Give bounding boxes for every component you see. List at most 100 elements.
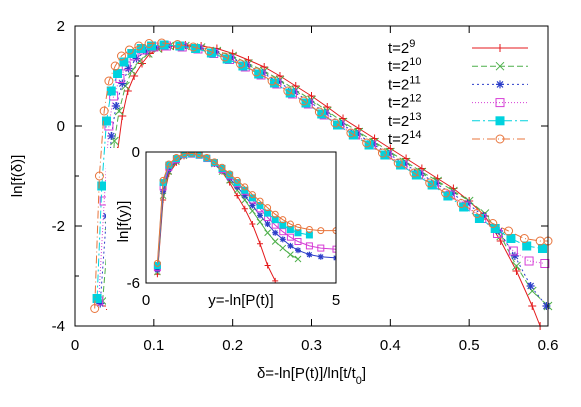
main-data-point — [393, 158, 403, 168]
inset-data-point — [279, 216, 287, 224]
main-data-point — [111, 102, 120, 110]
inset-data-point — [159, 176, 167, 184]
inset-data-point — [287, 242, 294, 249]
main-y-tick-label: 2 — [57, 18, 65, 35]
main-series-layer — [90, 38, 553, 330]
main-data-point — [96, 299, 105, 308]
main-data-point — [206, 48, 216, 58]
main-data-point — [222, 54, 232, 64]
main-data-point — [474, 214, 484, 223]
main-data-point — [299, 96, 309, 106]
legend-marker — [496, 44, 504, 52]
legend-entry-11: t=211 — [388, 74, 528, 93]
inset-data-point — [248, 191, 256, 199]
main-data-point — [104, 76, 114, 86]
inset-data-point — [203, 153, 211, 161]
main-data-point — [506, 234, 516, 243]
inset-data-point — [279, 221, 287, 229]
main-x-axis-title-subscript: 0 — [356, 375, 362, 387]
main-data-point — [92, 294, 102, 303]
main-data-point — [124, 64, 133, 73]
main-x-tick-label: 0.5 — [459, 337, 480, 354]
main-data-point — [132, 54, 141, 63]
inset-data-point — [286, 233, 294, 241]
main-data-point — [90, 304, 100, 313]
main-data-point — [136, 44, 146, 53]
legend-marker — [496, 80, 504, 89]
inset-data-point — [272, 229, 279, 236]
main-data-point — [504, 226, 514, 236]
inset-y-tick-label: -6 — [127, 275, 140, 292]
main-x-axis-title-prefix: δ=-ln[P(t)]/ln[t/t — [257, 365, 357, 382]
main-data-point — [526, 282, 535, 290]
inset-axis-ticks: 0 5-60 — [127, 144, 341, 309]
main-series-line — [106, 44, 541, 327]
main-data-point — [522, 241, 532, 251]
inset-data-point — [306, 251, 313, 258]
main-x-tick-label: 0.4 — [380, 337, 401, 354]
main-x-tick-label: 0 — [71, 337, 79, 354]
main-data-point — [362, 138, 372, 148]
main-data-point — [144, 39, 154, 48]
main-data-point — [283, 86, 293, 96]
inset-data-point — [256, 201, 264, 209]
legend-label-base: t=2 — [388, 58, 409, 75]
main-x-tick-label: 0.6 — [538, 337, 559, 354]
inset-y-axis-title: ln[f(y)] — [115, 201, 132, 243]
main-data-point — [146, 41, 156, 51]
main-data-point — [275, 72, 284, 80]
main-data-point — [254, 69, 264, 79]
main-data-point — [488, 219, 498, 228]
inset-plot-frame — [145, 151, 337, 284]
inset-data-point — [332, 245, 336, 253]
legend-label-base: t=2 — [388, 113, 409, 130]
legend-label-exponent: 11 — [409, 74, 420, 86]
main-data-point — [141, 47, 150, 55]
inset-data-point — [264, 209, 272, 217]
legend-label: t=211 — [388, 74, 421, 93]
legend-label-base: t=2 — [388, 95, 409, 112]
main-data-point — [291, 82, 300, 90]
inset-data-point — [271, 238, 279, 245]
main-data-point — [119, 57, 129, 67]
legend-marker — [495, 61, 505, 71]
main-data-point — [323, 103, 332, 111]
inset-data-point — [317, 253, 324, 260]
main-data-point — [527, 286, 537, 296]
inset-data-point — [279, 244, 287, 252]
inset-data-point — [210, 158, 218, 166]
main-data-point — [512, 261, 521, 271]
inset-data-point — [286, 220, 294, 228]
main-data-point — [97, 181, 107, 191]
inset-data-point — [294, 223, 302, 231]
main-data-point — [427, 180, 437, 190]
main-data-point — [117, 51, 127, 61]
inset-series-clipped — [153, 152, 336, 283]
inset-data-point — [287, 251, 294, 258]
main-data-point — [134, 41, 144, 51]
inset-data-point — [226, 170, 234, 178]
main-data-point — [260, 63, 269, 71]
inset-data-point — [256, 197, 264, 205]
legend-label-exponent: 10 — [409, 56, 421, 68]
main-x-tick-label: 0.1 — [143, 337, 164, 354]
inset-data-point — [256, 218, 264, 226]
legend-marker — [495, 98, 505, 108]
inset-data-point — [241, 205, 248, 212]
main-series-14 — [90, 38, 553, 313]
main-data-point — [159, 40, 169, 50]
main-data-point — [251, 67, 261, 77]
legend-label: t=212 — [388, 93, 422, 112]
inset-data-point — [154, 266, 161, 273]
inset-data-point — [295, 247, 301, 254]
legend-entry-9: t=29 — [388, 38, 528, 57]
main-data-point — [99, 106, 109, 116]
inset-data-point — [305, 242, 313, 250]
inset-data-point — [264, 204, 272, 212]
inset-data-point — [317, 227, 325, 235]
inset-plot: 0 5-60 ln[f(y)] y=-ln[P(t)] — [106, 144, 344, 309]
inset-data-point — [234, 192, 241, 199]
main-data-point — [425, 178, 435, 188]
legend-marker — [495, 134, 505, 144]
